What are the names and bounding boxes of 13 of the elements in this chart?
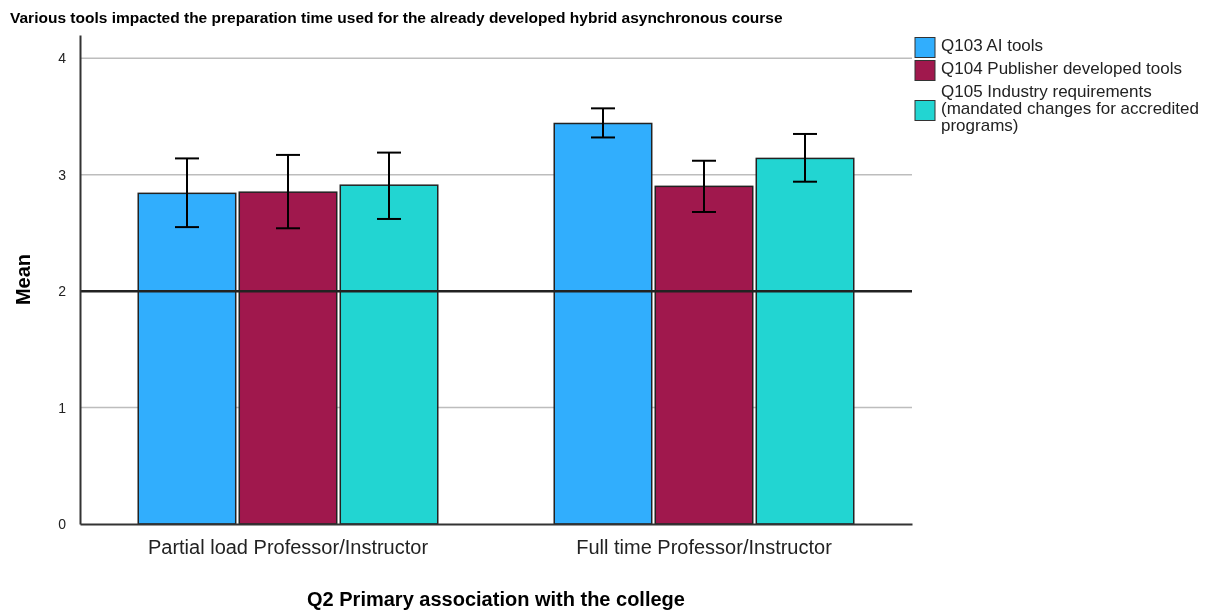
x-tick-label: Partial load Professor/Instructor: [147, 536, 429, 559]
y-tick-label: 4: [58, 50, 67, 67]
legend-label: Q103 AI tools: [941, 36, 1044, 55]
x-axis-title: Q2 Primary association with the college: [307, 588, 685, 610]
legend-label: Q105 Industry requirements (mandated changes for accredited programs): [941, 82, 1199, 135]
y-tick-label: 0: [58, 515, 67, 532]
legend-label: Q104 Publisher developed tools: [941, 59, 1182, 78]
y-tick-label: 2: [58, 283, 67, 300]
chart-title: Various tools impacted the preparation time used for the already developed hybrid asynchronous course: [10, 9, 783, 26]
x-tick-label: Full time Professor/Instructor: [576, 536, 833, 559]
y-tick-label: 1: [58, 399, 67, 416]
y-axis-title: Mean: [12, 253, 34, 306]
y-tick-label: 3: [58, 166, 67, 183]
